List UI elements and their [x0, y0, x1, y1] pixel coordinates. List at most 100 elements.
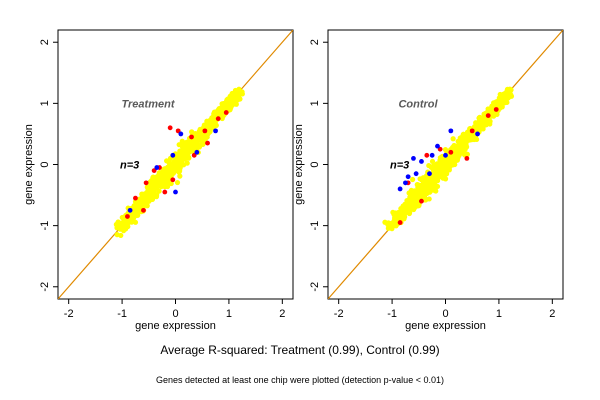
data-point-blue [413, 171, 419, 177]
data-point-yellow [209, 125, 215, 131]
x-tick-label: -1 [387, 308, 397, 320]
data-point-yellow [211, 117, 217, 123]
y-tick-label: 2 [309, 39, 321, 45]
data-point-yellow [144, 189, 150, 196]
data-point-yellow [401, 206, 408, 213]
data-point-yellow [201, 134, 207, 140]
panel-title: Control [398, 98, 438, 110]
data-point-red [133, 195, 138, 201]
y-axis-label: gene expression [23, 124, 35, 205]
y-tick-label: -2 [309, 282, 321, 292]
data-point-blue [427, 171, 432, 177]
data-point-yellow [214, 112, 220, 118]
x-tick-label: 1 [226, 308, 232, 320]
data-point-yellow [167, 169, 173, 176]
data-point-yellow [452, 152, 458, 158]
data-point-blue [194, 149, 200, 155]
data-point-yellow [169, 165, 175, 171]
data-point-yellow [411, 206, 417, 213]
x-tick-label: -2 [64, 308, 74, 320]
x-tick-label: 2 [279, 308, 285, 320]
data-point-red [419, 198, 424, 204]
data-point-blue [448, 128, 454, 134]
data-point-yellow [399, 211, 405, 217]
data-point-yellow [431, 162, 437, 169]
data-point-yellow [161, 166, 168, 173]
data-point-yellow [121, 216, 127, 222]
data-point-yellow [466, 137, 472, 143]
data-point-yellow [180, 146, 186, 152]
data-point-blue [411, 155, 416, 161]
data-point-yellow [428, 178, 434, 184]
y-axis-label: gene expression [293, 124, 305, 205]
data-point-red [493, 107, 499, 112]
x-tick-label: -1 [117, 308, 127, 320]
data-point-yellow [149, 185, 155, 191]
data-point-yellow [133, 199, 139, 206]
x-axis-label: gene expression [405, 320, 486, 332]
data-point-yellow [230, 95, 236, 102]
data-point-yellow [385, 225, 391, 231]
data-point-yellow [176, 142, 182, 148]
data-point-red [143, 180, 149, 186]
data-point-yellow [118, 232, 124, 239]
data-point-yellow [474, 136, 480, 143]
data-point-yellow [425, 186, 431, 193]
data-point-yellow [229, 102, 235, 109]
data-point-blue [213, 128, 218, 134]
y-tick-label: -1 [309, 221, 321, 231]
x-tick-label: -2 [334, 308, 344, 320]
control-panel: -2 -1 0 1 2 -2 -1 0 1 2 gene expression gene expres… [293, 29, 564, 332]
x-tick-label: 0 [442, 308, 448, 320]
data-point-yellow [426, 162, 432, 169]
data-point-yellow [450, 159, 456, 165]
y-tick-label: -2 [39, 282, 51, 292]
data-point-yellow [161, 173, 168, 179]
data-point-red [125, 214, 130, 219]
data-point-red [205, 140, 210, 146]
data-point-yellow [147, 179, 153, 185]
data-point-yellow [500, 100, 506, 106]
data-point-yellow [139, 191, 145, 198]
data-point-yellow [508, 93, 515, 99]
data-point-yellow [410, 200, 416, 206]
y-tick-label: 2 [39, 39, 51, 45]
data-point-yellow [194, 141, 200, 147]
plot-area [58, 30, 293, 299]
data-point-blue [154, 165, 160, 170]
data-point-blue [403, 180, 408, 186]
data-point-red [141, 207, 146, 213]
data-point-yellow [458, 144, 464, 151]
data-point-yellow [160, 180, 166, 187]
data-point-red [202, 128, 208, 134]
data-point-yellow [429, 158, 436, 165]
data-point-yellow [410, 176, 416, 183]
data-point-yellow [150, 189, 157, 195]
data-point-yellow [139, 203, 145, 209]
data-point-yellow [176, 156, 182, 162]
data-point-blue [429, 152, 435, 158]
y-tick-label: 1 [39, 100, 51, 106]
data-point-red [485, 113, 491, 118]
data-point-yellow [442, 171, 448, 178]
data-point-yellow [172, 161, 178, 167]
data-point-blue [419, 159, 424, 164]
data-point-red [424, 152, 430, 158]
data-point-yellow [395, 214, 402, 220]
y-tick-label: -1 [39, 221, 51, 231]
data-point-yellow [390, 223, 396, 229]
data-point-yellow [417, 176, 423, 182]
data-point-yellow [189, 146, 195, 152]
data-point-yellow [436, 165, 442, 171]
data-point-red [448, 149, 454, 155]
data-point-yellow [235, 89, 241, 96]
treatment-panel: -2 -1 0 1 2 -2 -1 0 1 2 gene expression gene expres… [23, 29, 294, 332]
data-point-yellow [154, 180, 160, 186]
data-point-red [162, 189, 168, 195]
data-point-yellow [189, 141, 195, 148]
data-point-blue [475, 131, 480, 137]
panel-title: Treatment [122, 98, 176, 110]
data-point-yellow [430, 185, 436, 191]
data-point-yellow [450, 136, 456, 142]
